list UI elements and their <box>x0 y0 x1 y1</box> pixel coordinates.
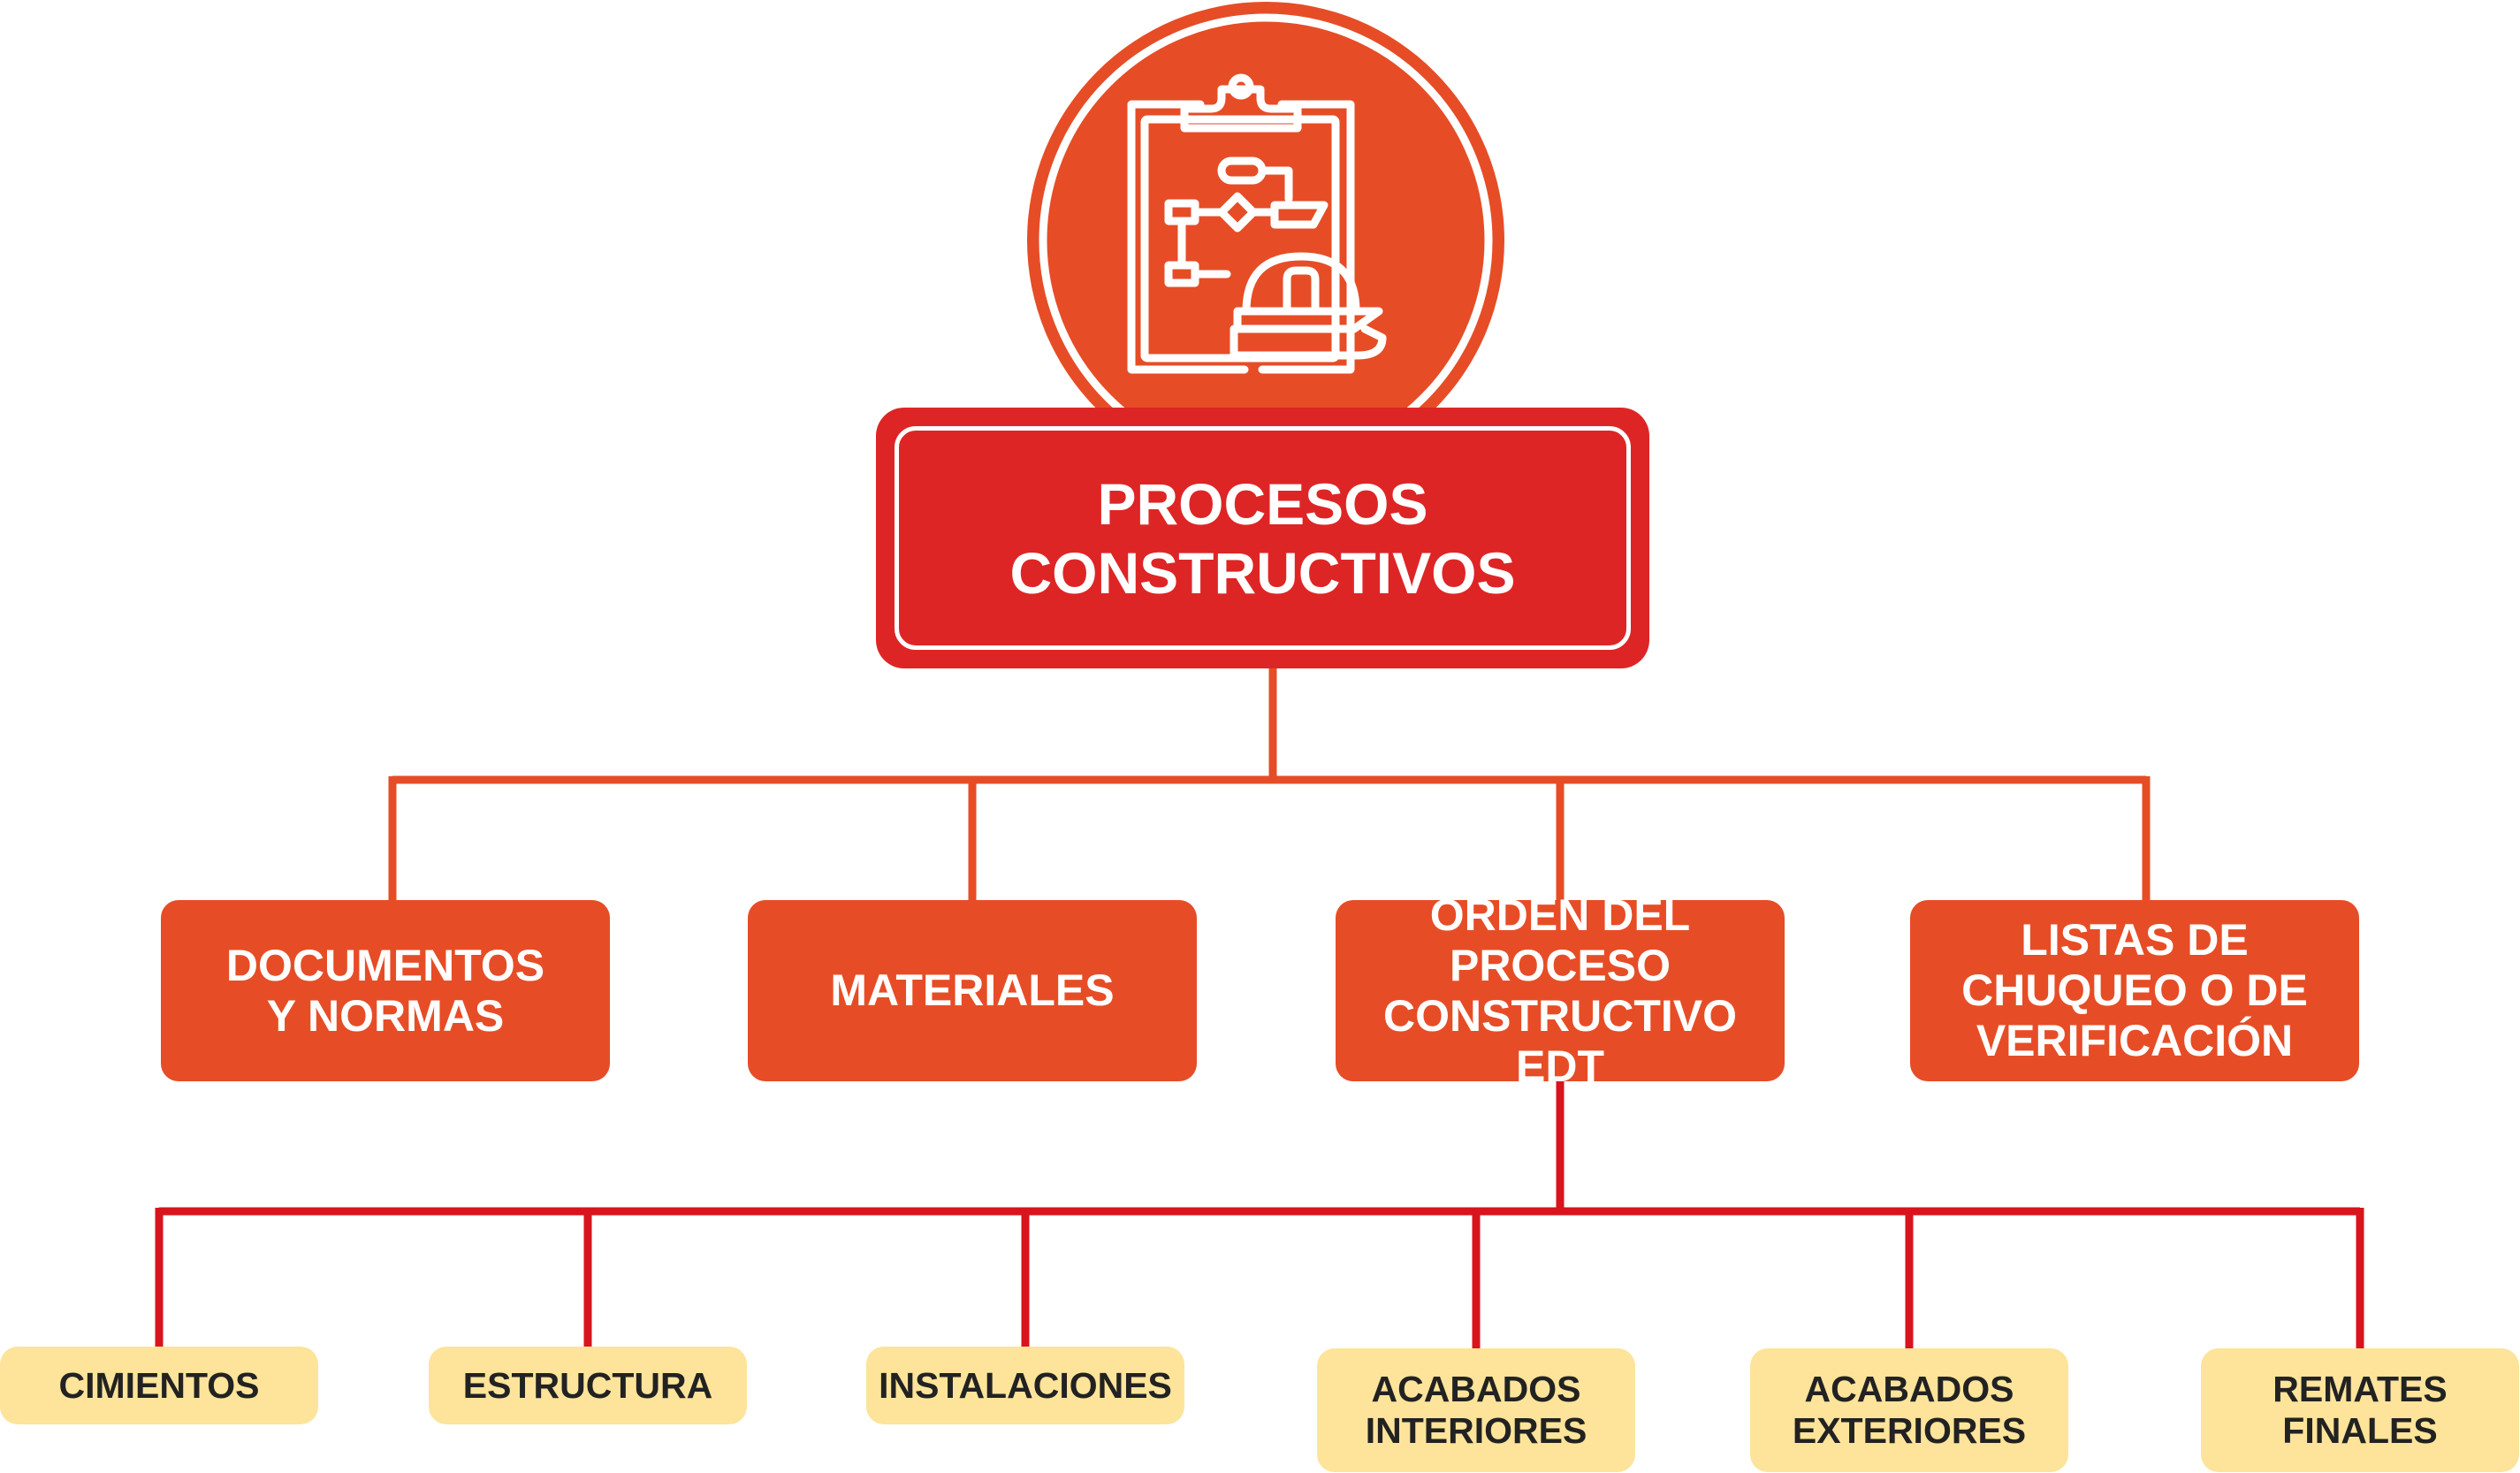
root-title-line: PROCESOS <box>1097 470 1428 537</box>
category-label-line: VERIFICACIÓN <box>1976 1016 2294 1065</box>
process-icon-badge <box>1025 0 1508 479</box>
stage-acabados-exteriores: ACABADOS EXTERIORES <box>1750 1348 2068 1472</box>
stage-label-line: ACABADOS <box>1371 1369 1581 1409</box>
stage-label-line: ESTRUCTURA <box>462 1364 713 1406</box>
stage-label-line: CIMIENTOS <box>58 1364 260 1406</box>
category-orden-proceso-edt: ORDEN DEL PROCESO CONSTRUCTIVO EDT <box>1336 890 1785 1091</box>
category-label-line: PROCESO <box>1449 940 1671 990</box>
root-title-line: CONSTRUCTIVOS <box>1009 539 1516 606</box>
clipboard-flowchart-hardhat-icon <box>1027 2 1504 479</box>
stage-estructura: ESTRUCTURA <box>429 1347 747 1424</box>
stage-instalaciones: INSTALACIONES <box>866 1347 1184 1424</box>
category-listas-chequeo: LISTAS DE CHUQUEO O DE VERIFICACIÓN <box>1910 900 2359 1081</box>
category-label-line: LISTAS DE <box>2021 915 2249 965</box>
stage-label-line: REMATES <box>2273 1369 2448 1409</box>
stage-label-line: FINALES <box>2282 1410 2438 1451</box>
stage-label-line: INSTALACIONES <box>879 1364 1172 1406</box>
stage-remates-finales: REMATES FINALES <box>2201 1348 2519 1472</box>
category-label-line: Y NORMAS <box>266 990 505 1041</box>
category-label-line: MATERIALES <box>830 965 1115 1015</box>
stage-label-line: EXTERIORES <box>1792 1410 2027 1451</box>
root-title: PROCESOS CONSTRUCTIVOS <box>895 426 1631 650</box>
category-label-line: ORDEN DEL <box>1429 889 1691 940</box>
category-label-line: CHUQUEO O DE <box>1961 965 2308 1015</box>
category-materiales: MATERIALES <box>748 900 1197 1081</box>
root-node: PROCESOS CONSTRUCTIVOS <box>876 408 1649 668</box>
stage-cimientos: CIMIENTOS <box>0 1347 318 1424</box>
stage-label-line: INTERIORES <box>1365 1410 1587 1451</box>
category-label-line: DOCUMENTOS <box>225 940 545 990</box>
stage-label-line: ACABADOS <box>1804 1369 2014 1409</box>
category-documentos-normas: DOCUMENTOS Y NORMAS <box>161 900 610 1081</box>
stage-acabados-interiores: ACABADOS INTERIORES <box>1317 1348 1635 1472</box>
category-label-line: CONSTRUCTIVO EDT <box>1383 990 1737 1091</box>
